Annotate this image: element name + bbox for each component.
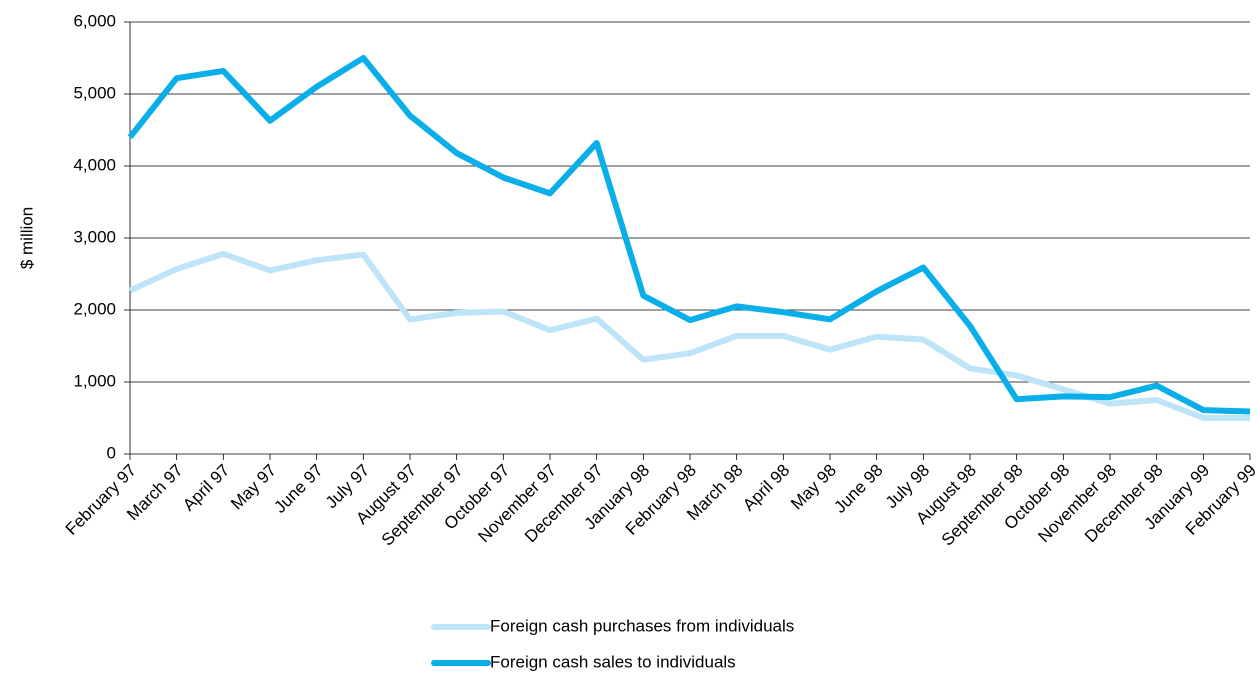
y-tick-label: 0	[107, 443, 116, 462]
y-tick-label: 1,000	[73, 371, 116, 390]
series-line	[128, 250, 1250, 421]
legend-label: Foreign cash sales to individuals	[490, 652, 736, 671]
y-tick-label: 4,000	[73, 155, 116, 174]
y-tick-label: 3,000	[73, 227, 116, 246]
y-tick-label: 6,000	[73, 11, 116, 30]
series-line	[127, 55, 1251, 415]
x-tick-label: September 98	[938, 461, 1027, 550]
y-tick-label: 2,000	[73, 299, 116, 318]
y-tick-label: 5,000	[73, 83, 116, 102]
y-axis-label: $ million	[17, 207, 36, 269]
x-tick-label: June 98	[830, 461, 886, 517]
x-tick-label: April 98	[739, 461, 793, 515]
x-tick-label: April 97	[179, 461, 233, 515]
x-tick-label: September 97	[378, 461, 467, 550]
x-tick-label: February 97	[62, 461, 140, 539]
legend-label: Foreign cash purchases from individuals	[490, 616, 794, 635]
x-tick-label: June 97	[270, 461, 326, 517]
